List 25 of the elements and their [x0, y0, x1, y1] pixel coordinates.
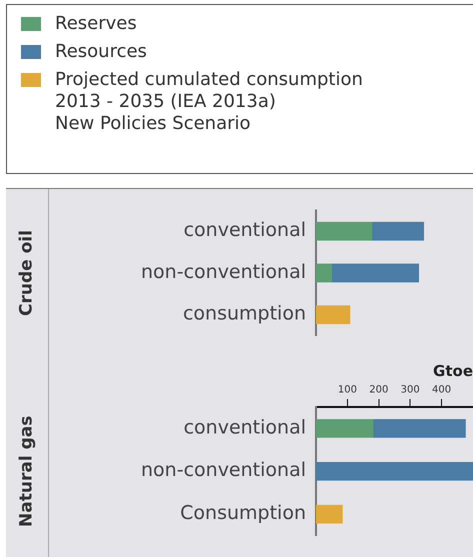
bar: [316, 222, 372, 241]
legend-label: Resources: [55, 41, 147, 63]
y-tick-label: non-conventional: [141, 260, 306, 283]
bar: [331, 264, 420, 282]
bar: [316, 419, 374, 438]
y-tick-label: conventional: [184, 416, 306, 438]
bar: [372, 419, 466, 438]
bar: [372, 222, 424, 241]
legend-label: Projected cumulated consumption 2013 - 2035 (IEA 2013a) New Policies Scenario: [55, 69, 363, 135]
y-axis-title: Natural gas: [16, 416, 36, 527]
x-tick-label: 200: [369, 384, 388, 396]
x-axis-title: Gtoe: [433, 362, 473, 380]
bar: [316, 504, 343, 524]
bar: [316, 462, 473, 481]
y-tick-label: conventional: [184, 219, 306, 242]
y-tick-label: consumption: [182, 302, 306, 325]
y-axis-title: Crude oil: [16, 230, 36, 316]
legend-label: Reserves: [55, 13, 137, 35]
bar: [316, 305, 350, 324]
x-tick-label: 300: [400, 384, 420, 396]
y-tick-label: Consumption: [180, 502, 306, 524]
y-tick-label: non-conventional: [141, 459, 306, 482]
x-tick-label: 100: [338, 384, 357, 396]
x-tick-label: 400: [432, 384, 452, 396]
bar: [316, 264, 332, 282]
